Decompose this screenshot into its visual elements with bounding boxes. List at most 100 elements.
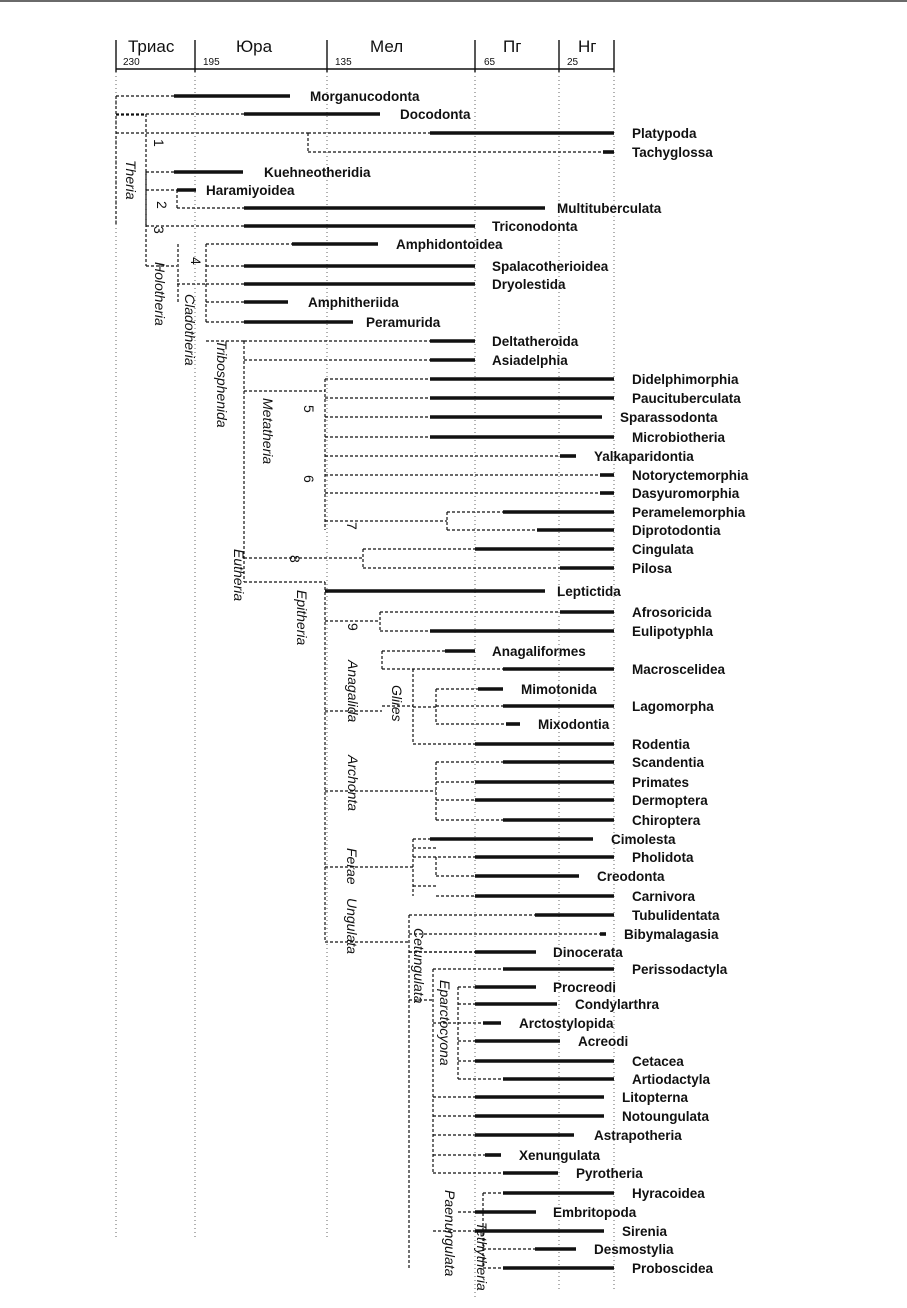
taxon-label: Yalkaparidontia: [594, 449, 694, 464]
clade-label: Epitheria: [294, 590, 310, 645]
taxon-label: Microbiotheria: [632, 430, 726, 445]
taxon-label: Lagomorpha: [632, 699, 714, 714]
taxon-label: Chiroptera: [632, 813, 701, 828]
clade-label: Ungulata: [344, 898, 360, 954]
taxon-label: Embritopoda: [553, 1205, 637, 1220]
taxon-label: Kuehneotheridia: [264, 165, 371, 180]
tree-connectors: [115, 95, 603, 1269]
taxon-label: Bibymalagasia: [624, 927, 719, 942]
clade-label: Holotheria: [152, 262, 168, 326]
taxon-label: Macroscelidea: [632, 662, 726, 677]
node-number: 1: [151, 139, 167, 147]
clade-labels: Theria Holotheria Cladotheria Tribosphenida…: [123, 160, 490, 1291]
taxon-label: Creodonta: [597, 869, 665, 884]
taxon-label: Rodentia: [632, 737, 690, 752]
clade-label: Tribosphenida: [214, 340, 230, 428]
period-name: Нг: [578, 37, 596, 56]
taxon-label: Didelphimorphia: [632, 372, 739, 387]
taxon-label: Eulipotyphla: [632, 624, 713, 639]
taxon-label: Mixodontia: [538, 717, 610, 732]
clade-label: Theria: [123, 160, 139, 200]
taxon-label: Scandentia: [632, 755, 705, 770]
taxon-label: Leptictida: [557, 584, 621, 599]
taxon-label: Tubulidentata: [632, 908, 720, 923]
clade-label: Anagalida: [345, 659, 361, 722]
taxon-label: Tachyglossa: [632, 145, 713, 160]
taxon-label: Dryolestida: [492, 277, 566, 292]
node-number: 9: [345, 623, 361, 631]
taxon-label: Afrosoricida: [632, 605, 712, 620]
taxon-label: Desmostylia: [594, 1242, 674, 1257]
taxon-label: Cetacea: [632, 1054, 684, 1069]
period-start-age: 25: [567, 57, 579, 68]
taxon-label: Dinocerata: [553, 945, 623, 960]
taxon-label: Sparassodonta: [620, 410, 718, 425]
taxon-label: Condylarthra: [575, 997, 660, 1012]
taxon-label: Spalacotherioidea: [492, 259, 609, 274]
period-start-age: 65: [484, 57, 496, 68]
taxon-label: Amphitheriida: [308, 295, 399, 310]
taxon-label: Procreodi: [553, 980, 616, 995]
clade-label: Metatheria: [260, 398, 276, 464]
taxon-label: Dermoptera: [632, 793, 708, 808]
range-bars: [174, 94, 614, 1270]
taxon-label: Diprotodontia: [632, 523, 721, 538]
taxon-label: Anagaliformes: [492, 644, 586, 659]
period-name: Юра: [236, 37, 273, 56]
taxon-label: Artiodactyla: [632, 1072, 711, 1087]
period-name: Мел: [370, 37, 403, 56]
taxon-label: Hyracoidea: [632, 1186, 705, 1201]
taxon-label: Astrapotheria: [594, 1128, 682, 1143]
taxon-label: Notoungulata: [622, 1109, 709, 1124]
taxon-label: Haramiyoidea: [206, 183, 295, 198]
taxon-labels: Morganucodonta Docodonta Platypoda Tachyglo…: [206, 89, 749, 1276]
time-scale: Триас Юра Мел Пг Нг 230 195 135 65 25: [115, 37, 615, 72]
period-name: Пг: [503, 37, 521, 56]
boundary-guides: [115, 72, 615, 1300]
node-numbers: 1 2 3 4 5 6 7 8 9: [151, 139, 361, 631]
taxon-label: Peramelemorphia: [632, 505, 746, 520]
taxon-label: Mimotonida: [521, 682, 597, 697]
taxon-label: Asiadelphia: [492, 353, 568, 368]
taxon-label: Platypoda: [632, 126, 697, 141]
taxon-label: Perissodactyla: [632, 962, 728, 977]
clade-label: Eparctocyona: [437, 980, 453, 1066]
taxon-label: Primates: [632, 775, 689, 790]
period-start-age: 195: [203, 57, 220, 68]
taxon-label: Litopterna: [622, 1090, 688, 1105]
taxon-label: Notoryctemorphia: [632, 468, 749, 483]
node-number: 7: [344, 522, 360, 530]
taxon-label: Pholidota: [632, 850, 694, 865]
taxon-label: Dasyuromorphia: [632, 486, 740, 501]
node-number: 3: [151, 226, 167, 234]
taxon-label: Cingulata: [632, 542, 694, 557]
taxon-label: Peramurida: [366, 315, 441, 330]
node-number: 8: [287, 555, 303, 563]
taxon-label: Arctostylopida: [519, 1016, 614, 1031]
clade-label: Paenungulata: [442, 1190, 458, 1277]
node-number: 6: [301, 475, 317, 483]
taxon-label: Xenungulata: [519, 1148, 600, 1163]
taxon-label: Deltatheroida: [492, 334, 579, 349]
taxon-label: Proboscidea: [632, 1261, 714, 1276]
node-number: 5: [301, 405, 317, 413]
node-number: 2: [154, 201, 170, 209]
taxon-label: Paucituberculata: [632, 391, 741, 406]
taxon-label: Multituberculata: [557, 201, 662, 216]
taxon-label: Cimolesta: [611, 832, 676, 847]
taxon-label: Pyrotheria: [576, 1166, 643, 1181]
clade-label: Tethytheria: [474, 1222, 490, 1291]
clade-label: Cetungulata: [411, 928, 427, 1004]
taxon-label: Carnivora: [632, 889, 696, 904]
period-start-age: 135: [335, 57, 352, 68]
period-start-age: 230: [123, 57, 140, 68]
clade-label: Archonta: [345, 754, 361, 811]
taxon-label: Triconodonta: [492, 219, 578, 234]
taxon-label: Docodonta: [400, 107, 471, 122]
clade-label: Ferae: [344, 848, 360, 885]
clade-label: Glires: [389, 685, 405, 722]
clade-label: Cladotheria: [182, 294, 198, 366]
taxon-label: Pilosa: [632, 561, 672, 576]
clade-label: Eutheria: [231, 549, 247, 601]
